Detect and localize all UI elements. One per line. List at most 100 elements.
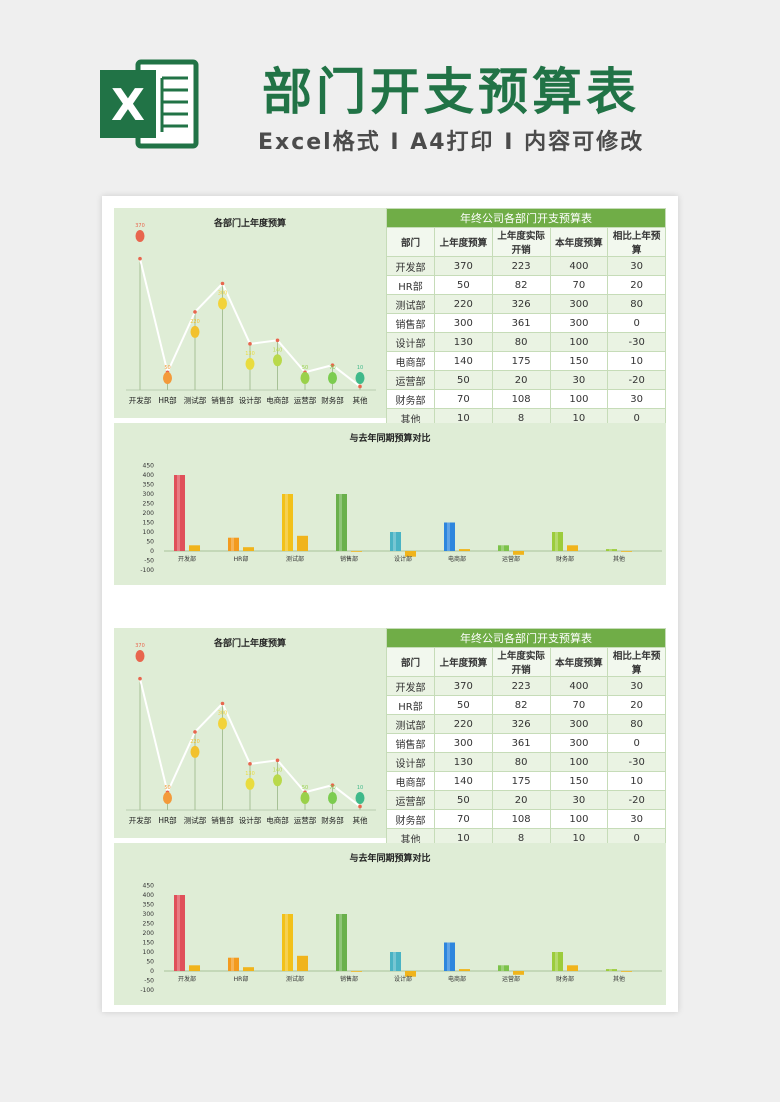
column-header: 本年度预算 xyxy=(549,647,609,677)
table-cell: 20 xyxy=(491,790,551,810)
bar-highlight xyxy=(555,952,558,971)
y-tick-label: 200 xyxy=(143,930,155,937)
table-cell: 370 xyxy=(433,676,493,696)
table-cell: 30 xyxy=(607,676,666,696)
y-tick-label: 0 xyxy=(150,548,154,555)
table-cell: 370 xyxy=(433,256,493,276)
table-row: 开发部 370 223 400 30 xyxy=(386,676,666,696)
table-header-row: 部门 上年度预算 上年度实际开销 本年度预算 相比上年预算 xyxy=(386,227,666,257)
y-tick-label: 150 xyxy=(143,520,155,527)
balloon-marker xyxy=(135,230,145,242)
bar-change xyxy=(297,955,308,971)
table-cell: 开发部 xyxy=(386,676,435,696)
y-tick-label: 450 xyxy=(143,463,155,470)
bar-highlight xyxy=(501,545,504,551)
table-cell: 20 xyxy=(607,275,666,295)
balloon-marker xyxy=(355,372,365,384)
table-cell: 140 xyxy=(433,771,493,791)
table-cell: 销售部 xyxy=(386,733,435,753)
table-cell: 130 xyxy=(433,752,493,772)
table-cell: 400 xyxy=(549,256,609,276)
table-cell: 30 xyxy=(607,389,666,409)
bar-highlight xyxy=(339,494,342,551)
table-cell: 80 xyxy=(491,752,551,772)
table-cell: 100 xyxy=(549,332,609,352)
category-label: 设计部 xyxy=(239,815,262,825)
column-header: 部门 xyxy=(386,227,435,257)
svg-text:X: X xyxy=(111,80,145,131)
balloon-marker xyxy=(273,354,282,367)
balloon-marker xyxy=(218,297,227,310)
table-cell: 10 xyxy=(607,351,666,371)
column-header: 本年度预算 xyxy=(549,227,609,257)
bar-highlight xyxy=(393,952,396,971)
category-label: 销售部 xyxy=(211,815,234,825)
balloon-marker xyxy=(245,777,255,790)
data-point xyxy=(358,384,362,389)
y-tick-label: 50 xyxy=(146,959,154,966)
data-label: 70 xyxy=(329,365,335,371)
data-label: 300 xyxy=(218,291,228,297)
table-cell: 361 xyxy=(491,313,551,333)
category-label: HR部 xyxy=(158,395,177,405)
table-cell: 50 xyxy=(433,695,493,715)
table-row: 电商部 140 175 150 10 xyxy=(386,771,666,791)
table-row: 财务部 70 108 100 30 xyxy=(386,389,666,409)
bar-change xyxy=(189,545,200,551)
column-header: 相比上年预算 xyxy=(607,647,666,677)
table-row: 财务部 70 108 100 30 xyxy=(386,809,666,829)
table-cell: 50 xyxy=(433,790,493,810)
category-label: 开发部 xyxy=(129,395,152,405)
data-point xyxy=(248,762,252,766)
y-tick-label: -100 xyxy=(140,567,154,574)
table-title: 年终公司各部门开支预算表 xyxy=(386,628,666,648)
data-label: 10 xyxy=(357,785,363,791)
y-tick-label: 300 xyxy=(143,911,155,918)
x-tick-label: HR部 xyxy=(234,975,249,983)
x-tick-label: 电商部 xyxy=(448,975,466,983)
balloon-marker xyxy=(300,372,310,384)
x-tick-label: 设计部 xyxy=(394,975,412,983)
bar-this-year xyxy=(552,952,563,971)
bar-this-year xyxy=(228,957,239,971)
bar-highlight xyxy=(177,895,180,971)
table-cell: 50 xyxy=(433,370,493,390)
bar-this-year xyxy=(228,537,239,551)
table-cell: 361 xyxy=(491,733,551,753)
table-cell: 50 xyxy=(433,275,493,295)
bar-change xyxy=(405,551,416,557)
table-cell: 108 xyxy=(491,389,551,409)
table-row: HR部 50 82 70 20 xyxy=(386,695,666,715)
x-tick-label: 测试部 xyxy=(286,975,304,983)
bar-highlight xyxy=(231,537,234,551)
y-tick-label: 200 xyxy=(143,510,155,517)
bar-this-year xyxy=(282,494,293,551)
x-tick-label: 开发部 xyxy=(178,975,196,983)
bar-this-year xyxy=(444,522,455,551)
table-cell: 80 xyxy=(607,294,666,314)
bar-this-year xyxy=(444,942,455,971)
y-tick-label: 350 xyxy=(143,902,155,909)
bar-change xyxy=(189,965,200,971)
balloon-marker xyxy=(328,792,337,804)
table-cell: 70 xyxy=(433,389,493,409)
bar-change xyxy=(243,547,254,551)
y-tick-label: 350 xyxy=(143,482,155,489)
category-label: 电商部 xyxy=(266,395,289,405)
table-row: 运营部 50 20 30 -20 xyxy=(386,370,666,390)
bar-change xyxy=(459,969,470,971)
balloon-marker xyxy=(245,357,255,370)
bar-highlight xyxy=(177,475,180,551)
table-cell: 326 xyxy=(491,294,551,314)
bar-highlight xyxy=(501,965,504,971)
bar-chart-title: 与去年同期预算对比 xyxy=(349,854,431,864)
table-cell: 设计部 xyxy=(386,752,435,772)
table-cell: HR部 xyxy=(386,275,435,295)
category-label: 其他 xyxy=(353,395,368,405)
table-cell: 20 xyxy=(607,695,666,715)
bar-this-year xyxy=(606,549,617,551)
x-tick-label: 销售部 xyxy=(340,975,358,983)
document-page: 各部门上年度预算 370 开发部 50 HR部 220 测试部 300 销售部 130 设计部 14… xyxy=(102,196,678,1012)
table-cell: 220 xyxy=(433,294,493,314)
table-cell: 100 xyxy=(549,809,609,829)
